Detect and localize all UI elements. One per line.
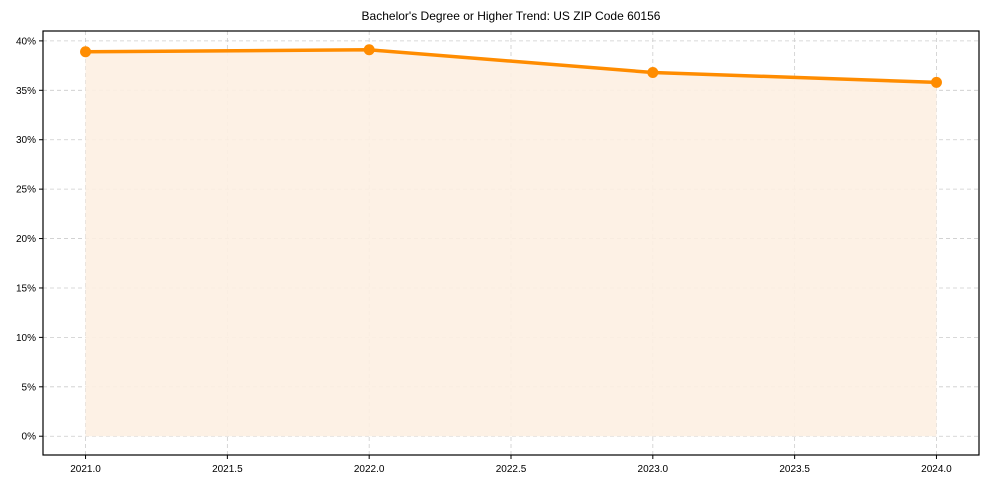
- y-tick-label: 40%: [16, 36, 36, 47]
- data-point-marker: [80, 46, 92, 58]
- x-tick-label: 2023.0: [638, 464, 669, 475]
- x-tick-label: 2024.0: [921, 464, 952, 475]
- x-tick-label: 2022.5: [496, 464, 527, 475]
- data-markers: [80, 44, 942, 88]
- x-axis: 2021.0 2021.5 2022.0 2022.5 2023.0 2023.5 2024…: [70, 455, 952, 475]
- data-point-marker: [930, 76, 942, 88]
- chart-title: Bachelor's Degree or Higher Trend: US ZI…: [362, 9, 661, 23]
- y-tick-label: 5%: [22, 382, 37, 393]
- x-tick-label: 2021.0: [70, 464, 101, 475]
- x-tick-label: 2021.5: [212, 464, 243, 475]
- data-point-marker: [363, 44, 375, 56]
- data-point-marker: [647, 67, 659, 79]
- x-tick-label: 2022.0: [354, 464, 385, 475]
- y-tick-label: 25%: [16, 185, 36, 196]
- y-tick-label: 35%: [16, 86, 36, 97]
- data-line: [85, 48, 937, 85]
- y-tick-label: 30%: [16, 135, 36, 146]
- y-tick-label: 0%: [22, 432, 37, 443]
- x-tick-label: 2023.5: [779, 464, 810, 475]
- area-fill: [85, 49, 937, 437]
- y-tick-label: 15%: [16, 283, 36, 294]
- y-tick-label: 20%: [16, 234, 36, 245]
- y-axis: 0% 5% 10% 15% 20% 25% 30% 35% 40%: [16, 36, 43, 443]
- y-tick-label: 10%: [16, 333, 36, 344]
